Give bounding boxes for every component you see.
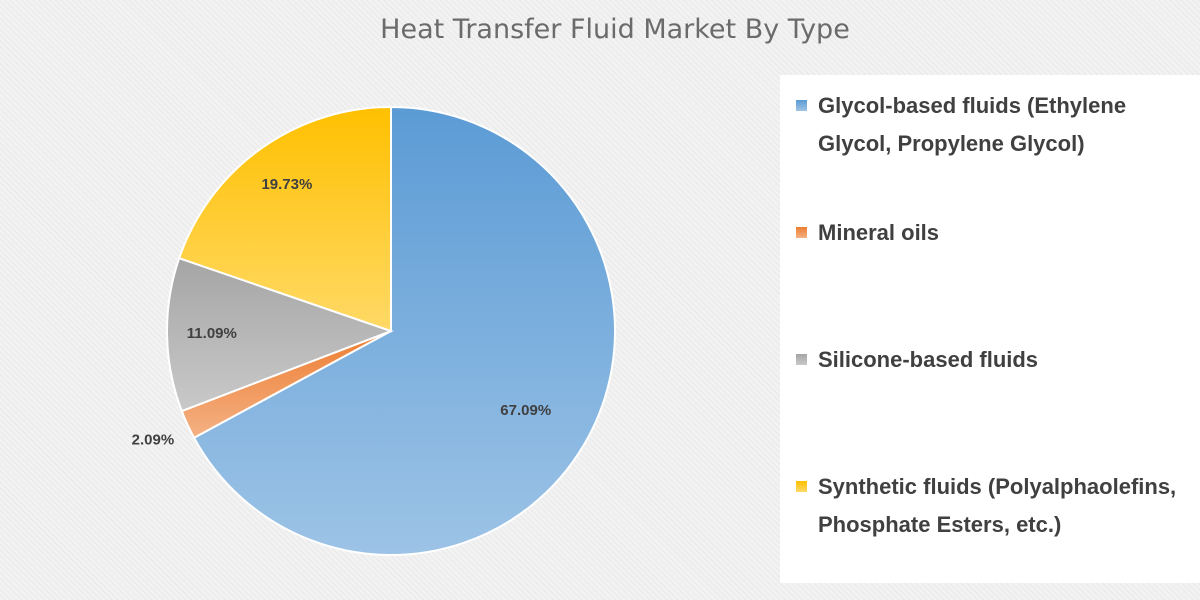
legend-marker — [796, 227, 807, 238]
legend-marker — [796, 100, 807, 111]
data-label: 19.73% — [261, 176, 312, 193]
legend-label: Mineral oils — [818, 220, 940, 245]
legend-entry: Mineral oils — [796, 214, 1186, 252]
legend-label: Synthetic fluids (Polyalphaolefins, Phos… — [818, 474, 1177, 537]
legend-entry: Silicone-based fluids — [796, 341, 1186, 379]
legend-entry: Synthetic fluids (Polyalphaolefins, Phos… — [796, 468, 1186, 544]
legend-label: Glycol-based fluids (Ethylene Glycol, Pr… — [818, 93, 1127, 156]
legend-marker — [796, 481, 807, 492]
legend-label: Silicone-based fluids — [818, 347, 1039, 372]
chart-title: Heat Transfer Fluid Market By Type — [380, 14, 850, 45]
legend-entry: Glycol-based fluids (Ethylene Glycol, Pr… — [796, 87, 1186, 163]
pie-slice — [192, 105, 616, 556]
data-label: 2.09% — [132, 432, 175, 449]
pie-slice — [166, 256, 394, 413]
legend: Glycol-based fluids (Ethylene Glycol, Pr… — [780, 75, 1200, 583]
legend-marker — [796, 354, 807, 365]
data-label: 67.09% — [500, 402, 551, 419]
pie-slice — [177, 105, 392, 333]
data-label: 11.09% — [187, 325, 237, 342]
